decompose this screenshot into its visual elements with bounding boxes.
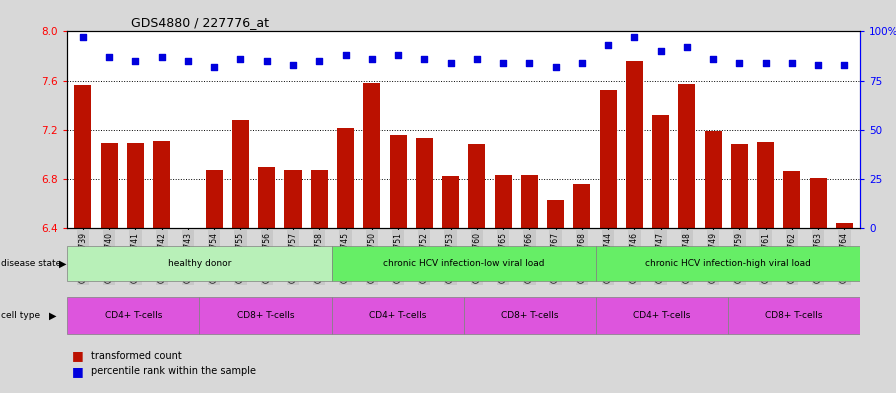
Text: CD8+ T-cells: CD8+ T-cells xyxy=(501,311,558,320)
Point xyxy=(574,60,589,66)
Bar xyxy=(678,84,695,228)
Text: GDS4880 / 227776_at: GDS4880 / 227776_at xyxy=(131,16,269,29)
Bar xyxy=(728,297,860,334)
Point xyxy=(102,54,116,60)
Bar xyxy=(836,223,853,228)
Text: CD4+ T-cells: CD4+ T-cells xyxy=(369,311,426,320)
Point xyxy=(470,56,484,62)
Point xyxy=(365,56,379,62)
Point xyxy=(181,58,195,64)
Bar xyxy=(810,178,827,228)
Bar xyxy=(74,86,91,228)
Text: chronic HCV infection-low viral load: chronic HCV infection-low viral load xyxy=(383,259,545,268)
Point xyxy=(680,44,694,50)
Point xyxy=(759,60,773,66)
Point xyxy=(418,56,432,62)
Point xyxy=(732,60,746,66)
Bar xyxy=(284,170,302,228)
Bar xyxy=(596,246,860,281)
Text: CD8+ T-cells: CD8+ T-cells xyxy=(237,311,294,320)
Point xyxy=(76,34,90,40)
Bar xyxy=(332,246,596,281)
Text: CD4+ T-cells: CD4+ T-cells xyxy=(633,311,691,320)
Bar xyxy=(625,61,643,228)
Bar xyxy=(596,297,728,334)
Bar xyxy=(521,175,538,228)
Point xyxy=(312,58,326,64)
Bar xyxy=(337,129,354,228)
Point xyxy=(601,42,616,48)
Bar xyxy=(757,142,774,228)
Bar xyxy=(731,145,748,228)
Point xyxy=(207,64,221,70)
Point xyxy=(391,52,405,58)
Bar xyxy=(258,167,275,228)
Bar xyxy=(652,115,669,228)
Bar xyxy=(232,120,249,228)
Point xyxy=(286,62,300,68)
Bar xyxy=(311,170,328,228)
Bar xyxy=(573,184,590,228)
Text: ▶: ▶ xyxy=(49,310,56,320)
Bar xyxy=(199,297,332,334)
Bar xyxy=(67,246,332,281)
Point xyxy=(706,56,720,62)
Point xyxy=(260,58,274,64)
Bar xyxy=(153,141,170,228)
Text: CD4+ T-cells: CD4+ T-cells xyxy=(105,311,162,320)
Bar xyxy=(416,138,433,228)
Bar xyxy=(206,170,223,228)
Bar xyxy=(127,143,144,228)
Bar xyxy=(464,297,596,334)
Point xyxy=(837,62,851,68)
Point xyxy=(444,60,458,66)
Bar xyxy=(783,171,800,228)
Text: healthy donor: healthy donor xyxy=(168,259,231,268)
Point xyxy=(128,58,142,64)
Bar xyxy=(332,297,464,334)
Point xyxy=(495,60,510,66)
Bar xyxy=(442,176,459,228)
Point xyxy=(548,64,563,70)
Bar xyxy=(469,145,486,228)
Point xyxy=(811,62,825,68)
Point xyxy=(627,34,642,40)
Text: ■: ■ xyxy=(72,349,83,362)
Point xyxy=(653,48,668,54)
Point xyxy=(522,60,537,66)
Text: CD8+ T-cells: CD8+ T-cells xyxy=(765,311,823,320)
Bar xyxy=(495,175,512,228)
Text: disease state: disease state xyxy=(1,259,61,268)
Bar xyxy=(100,143,117,228)
Point xyxy=(154,54,168,60)
Text: ■: ■ xyxy=(72,365,83,378)
Bar xyxy=(67,297,199,334)
Text: chronic HCV infection-high viral load: chronic HCV infection-high viral load xyxy=(645,259,811,268)
Text: cell type: cell type xyxy=(1,311,40,320)
Bar xyxy=(599,90,616,228)
Text: transformed count: transformed count xyxy=(91,351,182,361)
Text: percentile rank within the sample: percentile rank within the sample xyxy=(91,366,256,376)
Bar xyxy=(547,200,564,228)
Bar xyxy=(390,135,407,228)
Bar xyxy=(363,83,380,228)
Point xyxy=(339,52,353,58)
Point xyxy=(785,60,799,66)
Bar xyxy=(704,131,721,228)
Point xyxy=(233,56,247,62)
Text: ▶: ▶ xyxy=(59,258,66,268)
